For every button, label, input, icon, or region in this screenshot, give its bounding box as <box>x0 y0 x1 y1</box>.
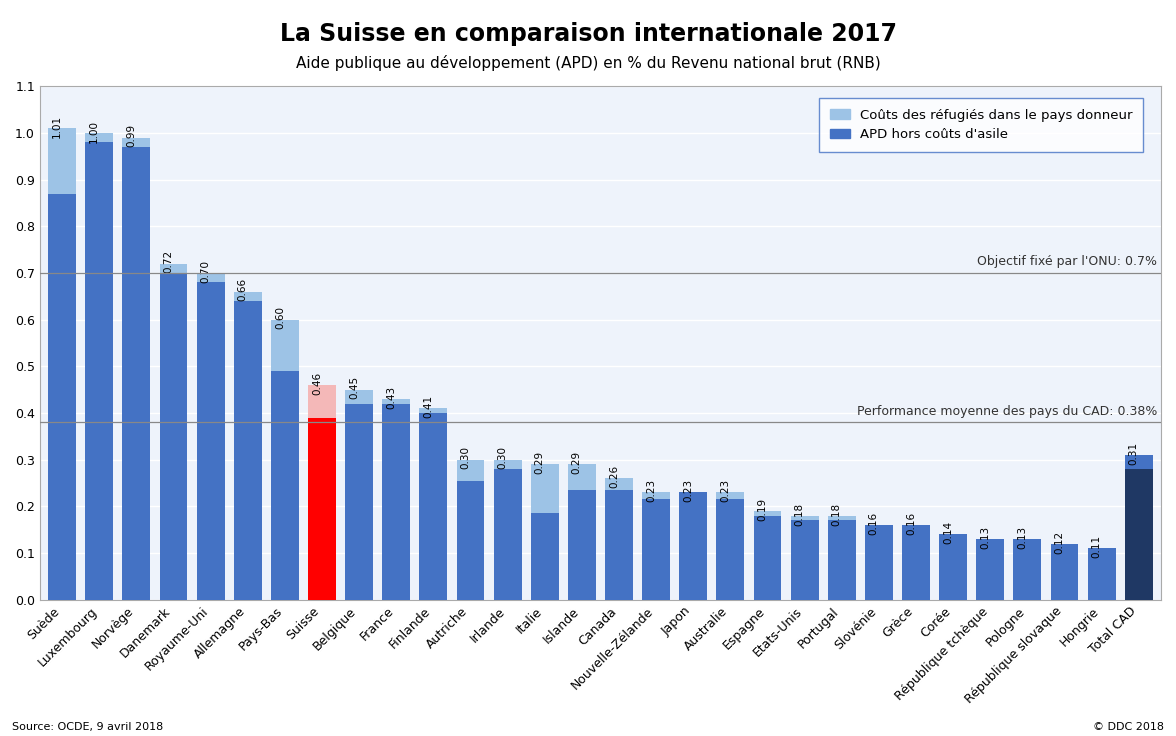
Text: 1.00: 1.00 <box>89 119 99 143</box>
Text: 0.30: 0.30 <box>497 447 508 470</box>
Text: 0.31: 0.31 <box>1129 442 1138 465</box>
Bar <box>346 404 373 600</box>
Text: 0.13: 0.13 <box>1017 526 1028 549</box>
Bar <box>716 492 744 500</box>
Bar <box>790 516 818 520</box>
Bar <box>308 418 336 600</box>
Text: 0.19: 0.19 <box>757 498 768 521</box>
Bar <box>494 460 521 469</box>
Bar <box>48 128 76 194</box>
Bar <box>382 404 410 600</box>
Bar <box>420 413 447 600</box>
Bar <box>568 464 596 490</box>
Text: 0.18: 0.18 <box>795 503 804 526</box>
Text: 0.43: 0.43 <box>386 386 396 408</box>
Text: 0.41: 0.41 <box>423 395 434 418</box>
Text: 0.46: 0.46 <box>312 372 322 394</box>
Bar <box>48 194 76 600</box>
Text: Objectif fixé par l'ONU: 0.7%: Objectif fixé par l'ONU: 0.7% <box>977 255 1157 269</box>
Bar <box>1050 544 1078 600</box>
Bar <box>160 273 187 600</box>
Text: 0.16: 0.16 <box>869 512 878 535</box>
Text: 0.29: 0.29 <box>572 451 582 474</box>
Text: 0.16: 0.16 <box>906 512 916 535</box>
Text: 0.72: 0.72 <box>163 250 174 273</box>
Bar <box>86 133 113 142</box>
Bar <box>828 520 856 600</box>
Bar <box>494 469 521 600</box>
Bar <box>902 526 930 600</box>
Bar <box>530 514 559 600</box>
Bar <box>122 147 151 600</box>
Bar <box>680 492 707 600</box>
Text: Source: OCDE, 9 avril 2018: Source: OCDE, 9 avril 2018 <box>12 722 163 732</box>
Bar <box>1088 548 1116 600</box>
Text: 1.01: 1.01 <box>52 115 62 138</box>
Legend: Coûts des réfugiés dans le pays donneur, APD hors coûts d'asile: Coûts des réfugiés dans le pays donneur,… <box>820 98 1143 152</box>
Bar <box>530 464 559 514</box>
Bar <box>642 500 670 600</box>
Bar <box>940 534 967 600</box>
Bar <box>716 500 744 600</box>
Bar <box>1124 455 1152 469</box>
Bar <box>270 319 299 371</box>
Bar <box>456 460 485 481</box>
Bar <box>160 263 187 273</box>
Text: 0.26: 0.26 <box>609 465 619 488</box>
Bar <box>456 481 485 600</box>
Text: 0.14: 0.14 <box>943 521 953 544</box>
Bar <box>346 390 373 404</box>
Text: 0.70: 0.70 <box>201 260 211 283</box>
Bar <box>864 526 893 600</box>
Text: 0.60: 0.60 <box>275 306 285 329</box>
Text: 0.23: 0.23 <box>646 479 656 502</box>
Bar <box>1014 539 1041 600</box>
Text: 0.29: 0.29 <box>535 451 544 474</box>
Bar <box>976 539 1004 600</box>
Text: 0.11: 0.11 <box>1091 535 1102 558</box>
Bar <box>754 516 781 600</box>
Text: La Suisse en comparaison internationale 2017: La Suisse en comparaison internationale … <box>280 22 896 46</box>
Bar <box>196 283 225 600</box>
Bar <box>1124 469 1152 600</box>
Text: 0.18: 0.18 <box>831 503 842 526</box>
Bar <box>382 399 410 404</box>
Bar <box>642 492 670 500</box>
Bar <box>270 371 299 600</box>
Text: 0.66: 0.66 <box>238 278 248 301</box>
Bar <box>196 273 225 283</box>
Text: 0.13: 0.13 <box>981 526 990 549</box>
Text: 0.45: 0.45 <box>349 376 359 400</box>
Bar <box>568 490 596 600</box>
Bar <box>606 478 633 490</box>
Text: Performance moyenne des pays du CAD: 0.38%: Performance moyenne des pays du CAD: 0.3… <box>857 405 1157 418</box>
Bar <box>234 301 262 600</box>
Bar <box>790 520 818 600</box>
Text: 0.12: 0.12 <box>1055 531 1064 553</box>
Text: © DDC 2018: © DDC 2018 <box>1094 722 1164 732</box>
Bar <box>754 511 781 516</box>
Bar <box>828 516 856 520</box>
Bar <box>86 142 113 600</box>
Bar <box>420 408 447 413</box>
Bar <box>234 291 262 301</box>
Bar <box>122 138 151 147</box>
Bar <box>606 490 633 600</box>
Bar <box>308 385 336 418</box>
Text: 0.99: 0.99 <box>126 124 136 147</box>
Text: 0.23: 0.23 <box>721 479 730 502</box>
Text: 0.30: 0.30 <box>461 447 470 470</box>
Text: 0.23: 0.23 <box>683 479 693 502</box>
Text: Aide publique au développement (APD) en % du Revenu national brut (RNB): Aide publique au développement (APD) en … <box>295 55 881 71</box>
